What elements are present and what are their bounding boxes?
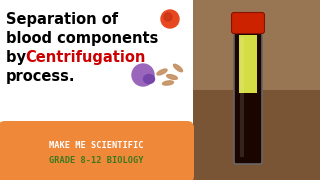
- FancyBboxPatch shape: [0, 121, 194, 180]
- Ellipse shape: [173, 64, 182, 72]
- Text: Separation of: Separation of: [6, 12, 118, 27]
- Circle shape: [132, 64, 154, 86]
- Circle shape: [164, 13, 172, 21]
- Bar: [0, 0, 193, 180]
- FancyBboxPatch shape: [234, 25, 262, 164]
- Text: blood components: blood components: [6, 31, 158, 46]
- Bar: [193, 0, 320, 90]
- Bar: [240, 37, 244, 157]
- Text: by: by: [6, 50, 31, 65]
- Text: MAKE ME SCIENTIFIC: MAKE ME SCIENTIFIC: [49, 141, 143, 150]
- FancyBboxPatch shape: [231, 12, 265, 33]
- Bar: [239, 35, 257, 93]
- Text: process.: process.: [6, 69, 76, 84]
- Ellipse shape: [167, 75, 177, 79]
- Text: Centrifugation: Centrifugation: [25, 50, 145, 65]
- Ellipse shape: [143, 75, 155, 84]
- Circle shape: [161, 10, 179, 28]
- Text: GRADE 8-12 BIOLOGY: GRADE 8-12 BIOLOGY: [49, 156, 143, 165]
- Ellipse shape: [163, 81, 173, 85]
- Ellipse shape: [157, 69, 167, 75]
- Bar: [193, 0, 320, 180]
